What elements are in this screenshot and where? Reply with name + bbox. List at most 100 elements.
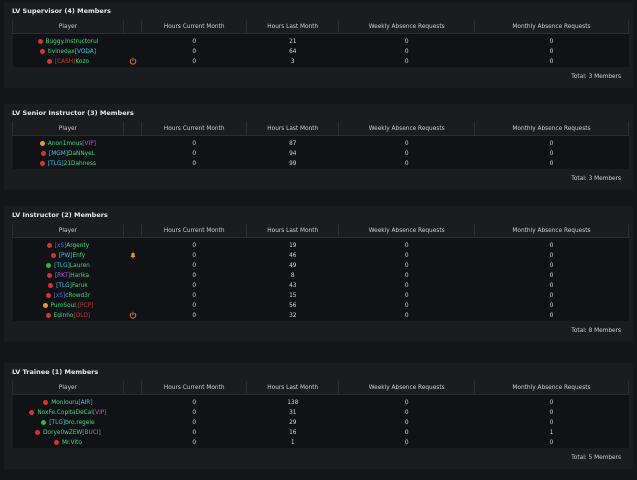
monthly-cell: 0 <box>474 47 629 57</box>
section: LV Trainee (1) Members Player Hours Curren… <box>4 363 633 469</box>
last-cell: 64 <box>246 47 339 57</box>
section-title: LV Senior Instructor (3) Members <box>12 109 134 117</box>
player-name: Mr.Vito <box>61 440 82 446</box>
column-header: Weekly Absence Requests <box>338 224 475 238</box>
player-cell: [RKT]Harika <box>12 271 124 281</box>
column-header: Weekly Absence Requests <box>338 381 475 395</box>
player-name: NoxFe.CopitaDeCal <box>37 410 93 416</box>
column-header: Player <box>12 224 124 238</box>
player-name: 21Dahness <box>63 161 97 167</box>
player-name: tivinedax <box>47 49 75 55</box>
icon-cell <box>123 291 142 301</box>
last-cell: 19 <box>246 237 339 251</box>
icon-cell <box>123 271 142 281</box>
icon-cell <box>123 394 142 408</box>
player-name: [AIR] <box>78 400 93 406</box>
player-name: Kozo <box>75 59 90 65</box>
monthly-cell: 1 <box>474 428 629 438</box>
player-name: Monlouru <box>51 400 79 406</box>
monthly-cell: 0 <box>474 135 629 149</box>
column-header: Weekly Absence Requests <box>338 122 475 136</box>
monthly-cell: 0 <box>474 394 629 408</box>
player-cell: Anon1mous[VIP] <box>12 135 124 149</box>
player-name: [TLG] <box>56 283 72 289</box>
weekly-cell: 0 <box>338 33 475 47</box>
member-row: [MGM]DaNNyeL 0 94 0 0 <box>12 149 629 159</box>
current-cell: 0 <box>141 438 247 448</box>
member-row: Anon1mous[VIP] 0 87 0 0 <box>12 135 629 149</box>
member-row: [TLG]Faruk 0 43 0 0 <box>12 281 629 291</box>
status-dot <box>29 410 35 415</box>
icon-cell <box>123 428 142 438</box>
current-cell: 0 <box>141 281 247 291</box>
members-table: Player Hours Current Month Hours Last Mont… <box>12 224 630 321</box>
status-dot <box>43 400 49 405</box>
icon-cell <box>123 281 142 291</box>
table-body: Buggy.Instructorul 0 21 0 0 tivinedax[VODA] 0 6… <box>12 33 629 67</box>
table-body: Anon1mous[VIP] 0 87 0 0 [MGM]DaNNyeL 0 94 0 0 [TLG… <box>12 135 629 169</box>
current-cell: 0 <box>141 394 247 408</box>
player-cell: NoxFe.CopitaDeCal[VIP] <box>12 408 124 418</box>
last-cell: 87 <box>246 135 339 149</box>
weekly-cell: 0 <box>338 159 475 169</box>
last-cell: 49 <box>246 261 339 271</box>
member-row: Mr.Vito 0 1 0 0 <box>12 438 629 448</box>
player-name: Lauren <box>69 263 90 269</box>
player-name: [xS] <box>53 293 66 299</box>
column-header: Hours Last Month <box>246 122 340 136</box>
column-header <box>122 20 143 34</box>
monthly-cell: 0 <box>474 281 629 291</box>
section: LV Supervisor (4) Members Player Hours Cur… <box>4 2 633 88</box>
monthly-cell: 0 <box>474 57 629 67</box>
table-body: Monlouru[AIR] 0 138 0 0 NoxFe.CopitaDeCal[VIP… <box>12 394 629 448</box>
icon-cell <box>123 159 142 169</box>
weekly-cell: 0 <box>338 281 475 291</box>
header-row: Player Hours Current Month Hours Last Mont… <box>12 20 630 34</box>
member-row: [xS]Argenty 0 19 0 0 <box>12 237 629 251</box>
last-cell: 32 <box>246 311 339 321</box>
weekly-cell: 0 <box>338 135 475 149</box>
player-cell: Dorye0wZEW[BUCI] <box>12 428 124 438</box>
monthly-cell: 0 <box>474 261 629 271</box>
last-cell: 3 <box>246 57 339 67</box>
monthly-cell: 0 <box>474 251 629 261</box>
player-cell: Edinho[OLD] <box>12 311 124 321</box>
bell-icon <box>129 252 137 261</box>
player-cell: [TLG]Faruk <box>12 281 124 291</box>
status-dot <box>46 273 52 278</box>
last-cell: 8 <box>246 271 339 281</box>
monthly-cell: 0 <box>474 159 629 169</box>
current-cell: 0 <box>141 33 247 47</box>
member-row: tivinedax[VODA] 0 64 0 0 <box>12 47 629 57</box>
player-name: Dorye0wZEW <box>43 430 83 436</box>
section-title: LV Supervisor (4) Members <box>12 7 111 15</box>
section-title: LV Trainee (1) Members <box>12 368 99 376</box>
last-cell: 56 <box>246 301 339 311</box>
power-icon <box>129 57 137 67</box>
weekly-cell: 0 <box>338 408 475 418</box>
monthly-cell: 0 <box>474 291 629 301</box>
table-body: [xS]Argenty 0 19 0 0 [PW]Enfy 0 46 0 0 [TLG]Lauren… <box>12 237 629 321</box>
column-header: Player <box>12 381 124 395</box>
player-name: [BUCI] <box>82 430 101 436</box>
icon-cell <box>123 418 142 428</box>
last-cell: 46 <box>246 251 339 261</box>
last-cell: 99 <box>246 159 339 169</box>
icon-cell <box>123 438 142 448</box>
player-cell: [TLG]Lauren <box>12 261 124 271</box>
monthly-cell: 0 <box>474 271 629 281</box>
current-cell: 0 <box>141 159 247 169</box>
current-cell: 0 <box>141 291 247 301</box>
player-name: [PCP] <box>77 303 94 309</box>
members-table: Player Hours Current Month Hours Last Mont… <box>12 381 630 448</box>
last-cell: 94 <box>246 149 339 159</box>
icon-cell <box>123 301 142 311</box>
status-dot <box>39 49 45 54</box>
status-dot <box>42 303 48 308</box>
column-header: Hours Current Month <box>141 20 248 34</box>
monthly-cell: 0 <box>474 33 629 47</box>
status-dot <box>46 263 52 268</box>
current-cell: 0 <box>141 135 247 149</box>
column-header <box>122 122 143 136</box>
player-name: [TLG] <box>54 263 70 269</box>
